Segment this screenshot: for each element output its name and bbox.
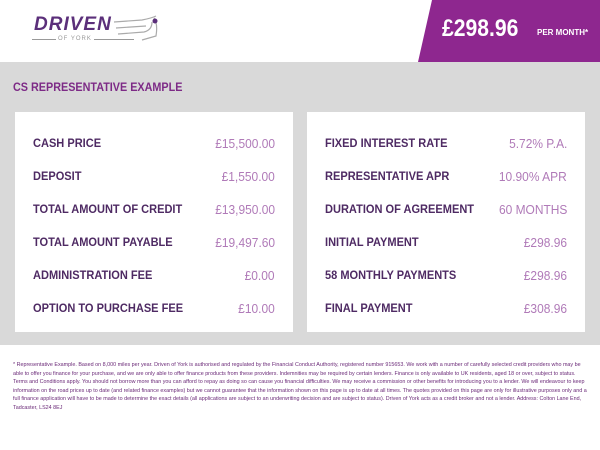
row-label: CASH PRICE	[33, 136, 102, 150]
finance-row: ADMINISTRATION FEE £0.00	[33, 265, 275, 285]
finance-card-right: FIXED INTEREST RATE 5.72% P.A. REPRESENTAT…	[307, 112, 585, 332]
per-month-label: PER MONTH*	[537, 28, 589, 37]
section-title: CS REPRESENTATIVE EXAMPLE	[13, 80, 183, 94]
row-value: £13,950.00	[215, 201, 275, 217]
logo-divider	[94, 39, 134, 40]
row-label: 58 MONTHLY PAYMENTS	[325, 268, 457, 282]
row-value: £1,550.00	[221, 168, 275, 184]
row-label: DEPOSIT	[33, 169, 82, 183]
row-value: £298.96	[523, 267, 567, 283]
finance-row: 58 MONTHLY PAYMENTS £298.96	[325, 265, 567, 285]
row-value: £308.96	[523, 300, 567, 316]
row-label: OPTION TO PURCHASE FEE	[33, 301, 184, 315]
row-value: 5.72% P.A.	[508, 135, 567, 151]
monthly-price-banner: £298.96 PER MONTH*	[418, 0, 600, 62]
row-label: INITIAL PAYMENT	[325, 235, 419, 249]
row-value: £298.96	[523, 234, 567, 250]
logo-divider	[32, 39, 56, 40]
finance-card-left: CASH PRICE £15,500.00 DEPOSIT £1,550.00 TOTA…	[15, 112, 293, 332]
row-value: 60 MONTHS	[498, 201, 567, 217]
row-value: 10.90% APR	[499, 168, 567, 184]
finance-row: REPRESENTATIVE APR 10.90% APR	[325, 166, 567, 186]
row-label: FINAL PAYMENT	[325, 301, 413, 315]
row-value: £19,497.60	[215, 234, 275, 250]
finance-row: FIXED INTEREST RATE 5.72% P.A.	[325, 133, 567, 153]
row-label: TOTAL AMOUNT OF CREDIT	[33, 202, 183, 216]
finance-row: DURATION OF AGREEMENT 60 MONTHS	[325, 199, 567, 219]
row-label: TOTAL AMOUNT PAYABLE	[33, 235, 173, 249]
driven-of-york-logo[interactable]: DRIVEN OF YORK	[30, 12, 170, 48]
row-label: ADMINISTRATION FEE	[33, 268, 153, 282]
disclaimer: * Representative Example. Based on 8,000…	[13, 362, 587, 411]
header: DRIVEN OF YORK £298.96 PER MONTH*	[0, 0, 600, 62]
car-outline-icon	[113, 15, 158, 41]
row-value: £15,500.00	[215, 135, 275, 151]
row-value: £0.00	[245, 267, 275, 283]
representative-example-section: CS REPRESENTATIVE EXAMPLE CASH PRICE £15,…	[0, 62, 600, 345]
finance-row: TOTAL AMOUNT OF CREDIT £13,950.00	[33, 199, 275, 219]
logo-text: DRIVEN	[34, 14, 112, 35]
finance-row: DEPOSIT £1,550.00	[33, 166, 275, 186]
finance-row: TOTAL AMOUNT PAYABLE £19,497.60	[33, 232, 275, 252]
row-label: DURATION OF AGREEMENT	[325, 202, 475, 216]
finance-row: OPTION TO PURCHASE FEE £10.00	[33, 298, 275, 318]
finance-row: CASH PRICE £15,500.00	[33, 133, 275, 153]
logo-subtext: OF YORK	[58, 36, 92, 42]
finance-row: INITIAL PAYMENT £298.96	[325, 232, 567, 252]
monthly-price: £298.96	[442, 15, 519, 42]
row-value: £10.00	[238, 300, 275, 316]
finance-row: FINAL PAYMENT £308.96	[325, 298, 567, 318]
row-label: REPRESENTATIVE APR	[325, 169, 450, 183]
row-label: FIXED INTEREST RATE	[325, 136, 448, 150]
